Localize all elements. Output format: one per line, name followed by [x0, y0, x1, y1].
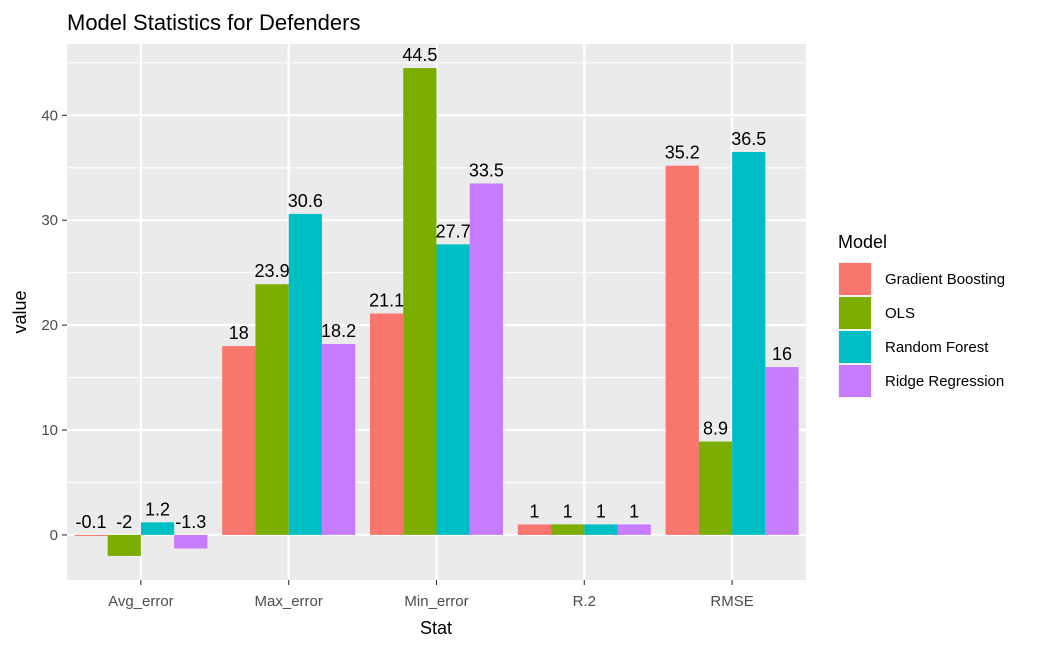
data-labels: -0.1 -2 1.2-1.3 18 23.9 30.6 18.2 21.1 44.5 27.7 3… [76, 45, 792, 532]
data-label: 18 [229, 323, 249, 343]
bar [288, 213, 322, 535]
x-axis-title: Stat [420, 618, 452, 638]
bar [698, 441, 733, 535]
data-label: 1 [563, 501, 573, 521]
x-tick-label: R.2 [573, 593, 596, 610]
legend-item: OLS [838, 296, 915, 330]
data-label: -1.3 [175, 512, 206, 532]
data-label: 21.1 [369, 291, 404, 311]
legend-label: Random Forest [885, 339, 989, 356]
data-label: 30.6 [288, 191, 323, 211]
bar [765, 367, 799, 535]
bar [469, 183, 504, 535]
y-tick-label: 30 [41, 212, 58, 229]
bar [222, 346, 256, 535]
y-axis-title: value [10, 290, 30, 333]
bar [436, 244, 470, 535]
data-label: 1 [629, 501, 639, 521]
legend-label: Ridge Regression [885, 373, 1004, 390]
data-label: 1 [529, 501, 539, 521]
data-label: 27.7 [436, 221, 471, 241]
data-label: 1 [596, 501, 606, 521]
legend-swatch [839, 331, 871, 363]
legend: Model Gradient Boosting OLS Random Forest R… [838, 232, 1005, 398]
bar [551, 524, 585, 535]
bar [255, 284, 289, 535]
bar [732, 152, 766, 535]
y-tick-label: 20 [41, 317, 58, 334]
data-label: 35.2 [665, 143, 700, 163]
data-label: 36.5 [731, 129, 766, 149]
bar [74, 534, 108, 536]
bar [517, 524, 552, 535]
chart-title: Model Statistics for Defenders [67, 10, 360, 35]
bar [403, 68, 437, 535]
bars [74, 68, 799, 556]
data-label: 33.5 [469, 161, 504, 181]
data-label: 23.9 [255, 261, 290, 281]
bar [174, 534, 208, 549]
legend-title: Model [838, 232, 887, 252]
legend-item: Random Forest [838, 330, 989, 364]
bar [617, 524, 651, 535]
data-label: 8.9 [703, 419, 728, 439]
data-label: 18.2 [321, 321, 356, 341]
bar [321, 343, 356, 535]
data-label: -2 [116, 512, 132, 532]
legend-item: Ridge Regression [838, 364, 1004, 398]
legend-label: Gradient Boosting [885, 271, 1005, 288]
x-axis: Avg_error Max_error Min_error R.2 RMSE [108, 580, 754, 610]
y-tick-label: 0 [50, 527, 58, 544]
data-label: 44.5 [402, 45, 437, 65]
legend-items: Gradient Boosting OLS Random Forest Ridge R… [838, 262, 1005, 398]
data-label: 16 [772, 344, 792, 364]
bar [107, 534, 141, 556]
legend-swatch [839, 297, 871, 329]
x-tick-label: Min_error [404, 593, 468, 610]
y-tick-label: 10 [41, 422, 58, 439]
bar [369, 313, 404, 535]
y-axis: 0 10 20 30 40 [41, 107, 67, 544]
legend-swatch [839, 365, 871, 397]
x-tick-label: Max_error [255, 593, 323, 610]
y-tick-label: 40 [41, 107, 58, 124]
data-label: 1.2 [145, 499, 170, 519]
x-tick-label: RMSE [710, 593, 753, 610]
x-tick-label: Avg_error [108, 593, 174, 610]
legend-item: Gradient Boosting [838, 262, 1005, 296]
bar [140, 522, 175, 535]
bar [584, 524, 618, 535]
legend-swatch [839, 263, 871, 295]
data-label: -0.1 [76, 512, 107, 532]
legend-label: OLS [885, 305, 915, 322]
bar [665, 165, 699, 535]
